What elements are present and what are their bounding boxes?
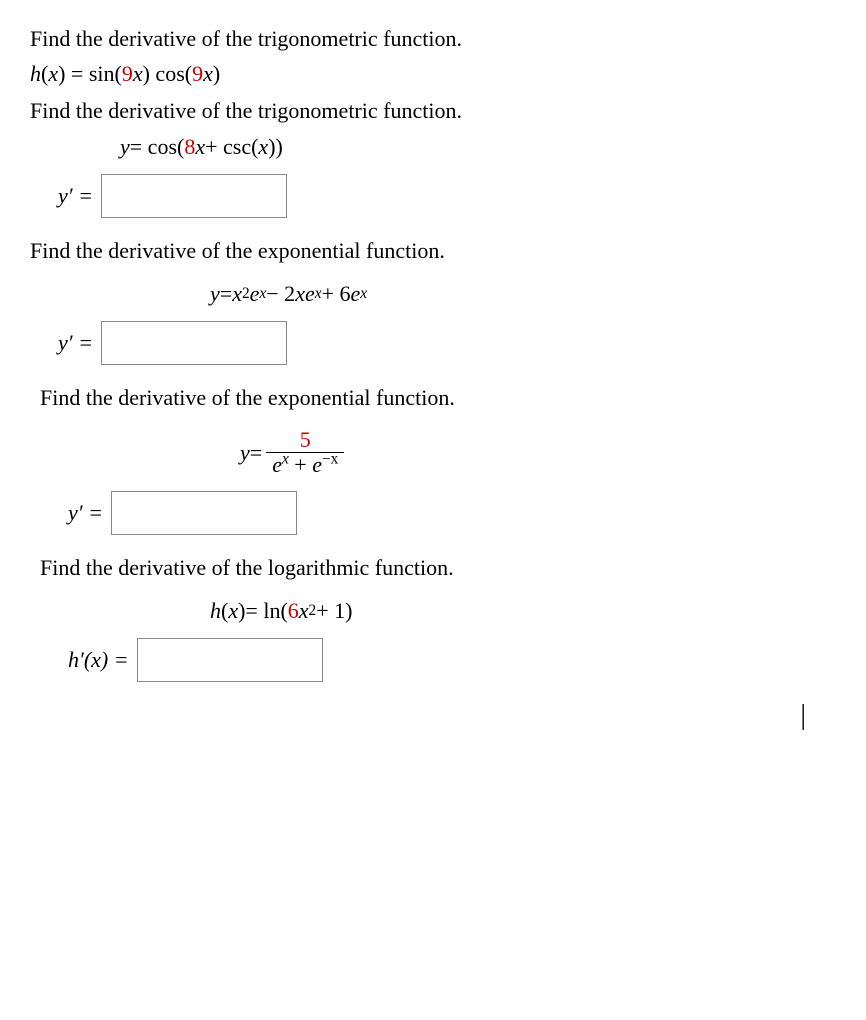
q1-coeff2: 9 — [192, 61, 203, 86]
q3-plus: + 6 — [322, 281, 351, 307]
q5-var: x — [299, 598, 309, 624]
q1-coeff: 9 — [122, 61, 133, 86]
q2-answer-row: y′ = — [30, 174, 836, 218]
q4-equation: y = 5 ex + e−x — [30, 428, 836, 477]
q4-denominator: ex + e−x — [266, 452, 344, 477]
q3-t1e: e — [250, 281, 260, 307]
q5-answer-input[interactable] — [137, 638, 323, 682]
q3-answer-input[interactable] — [101, 321, 287, 365]
q3-prompt: Find the derivative of the exponential f… — [30, 236, 836, 267]
q4-e2p: −x — [322, 451, 338, 468]
q5-answer-label: h′(x) = — [68, 647, 129, 673]
q1-prompt: Find the derivative of the trigonometric… — [30, 24, 836, 55]
q3-eq: = — [220, 281, 232, 307]
q3-answer-row: y′ = — [30, 321, 836, 365]
q4-answer-label: y′ = — [68, 500, 103, 526]
q1-arg: x — [48, 61, 58, 86]
q2-var: x — [195, 134, 205, 160]
q1-mid: ) cos( — [143, 61, 192, 86]
q2-answer-input[interactable] — [101, 174, 287, 218]
q4-eq: = — [250, 440, 262, 466]
q4-numerator: 5 — [294, 428, 317, 452]
q2-equation: y = cos(8x + csc(x)) — [30, 134, 836, 160]
q2-post: + csc( — [205, 134, 258, 160]
q4-answer-input[interactable] — [111, 491, 297, 535]
q1-close: ) — [213, 61, 220, 86]
q1-lhs: h — [30, 61, 41, 86]
q5-coeff: 6 — [288, 598, 299, 624]
q3-t3e: e — [350, 281, 360, 307]
q1-eq: = sin( — [65, 61, 121, 86]
q5-lhs: h — [210, 598, 221, 624]
q2-answer-label: y′ = — [58, 183, 93, 209]
q5-equation: h(x) = ln(6x2 + 1) — [30, 598, 836, 624]
q1-var1: x — [133, 61, 143, 86]
q3-t2e: e — [305, 281, 315, 307]
q3-answer-label: y′ = — [58, 330, 93, 356]
q2-prompt: Find the derivative of the trigonometric… — [30, 96, 836, 127]
q1-var2: x — [203, 61, 213, 86]
q4-e2: e — [312, 452, 322, 477]
q3-t2v: x — [295, 281, 305, 307]
q2-close: )) — [268, 134, 283, 160]
q4-answer-row: y′ = — [30, 491, 836, 535]
q4-lhs: y — [240, 440, 250, 466]
q5-paren-close: ) — [238, 598, 245, 624]
q4-prompt: Find the derivative of the exponential f… — [30, 383, 836, 414]
q4-e1: e — [272, 452, 282, 477]
q5-prompt: Find the derivative of the logarithmic f… — [30, 553, 836, 584]
q5-arg: x — [228, 598, 238, 624]
q5-eq: = ln( — [245, 598, 287, 624]
q2-pre: = cos( — [130, 134, 185, 160]
q4-fraction: 5 ex + e−x — [266, 428, 344, 477]
q3-lhs: y — [210, 281, 220, 307]
q2-lhs: y — [120, 134, 130, 160]
q2-coeff: 8 — [184, 134, 195, 160]
text-cursor: | — [800, 700, 806, 732]
q2-var2: x — [258, 134, 268, 160]
q4-plus: + — [289, 452, 312, 477]
q3-t1v: x — [232, 281, 242, 307]
q3-equation: y = x2ex − 2xex + 6ex — [30, 281, 836, 307]
q1-equation: h(x) = sin(9x) cos(9x) — [30, 59, 836, 90]
q5-answer-row: h′(x) = — [30, 638, 836, 682]
q3-minus: − 2 — [266, 281, 295, 307]
q5-post: + 1) — [316, 598, 352, 624]
q4-e1p: x — [282, 451, 289, 468]
